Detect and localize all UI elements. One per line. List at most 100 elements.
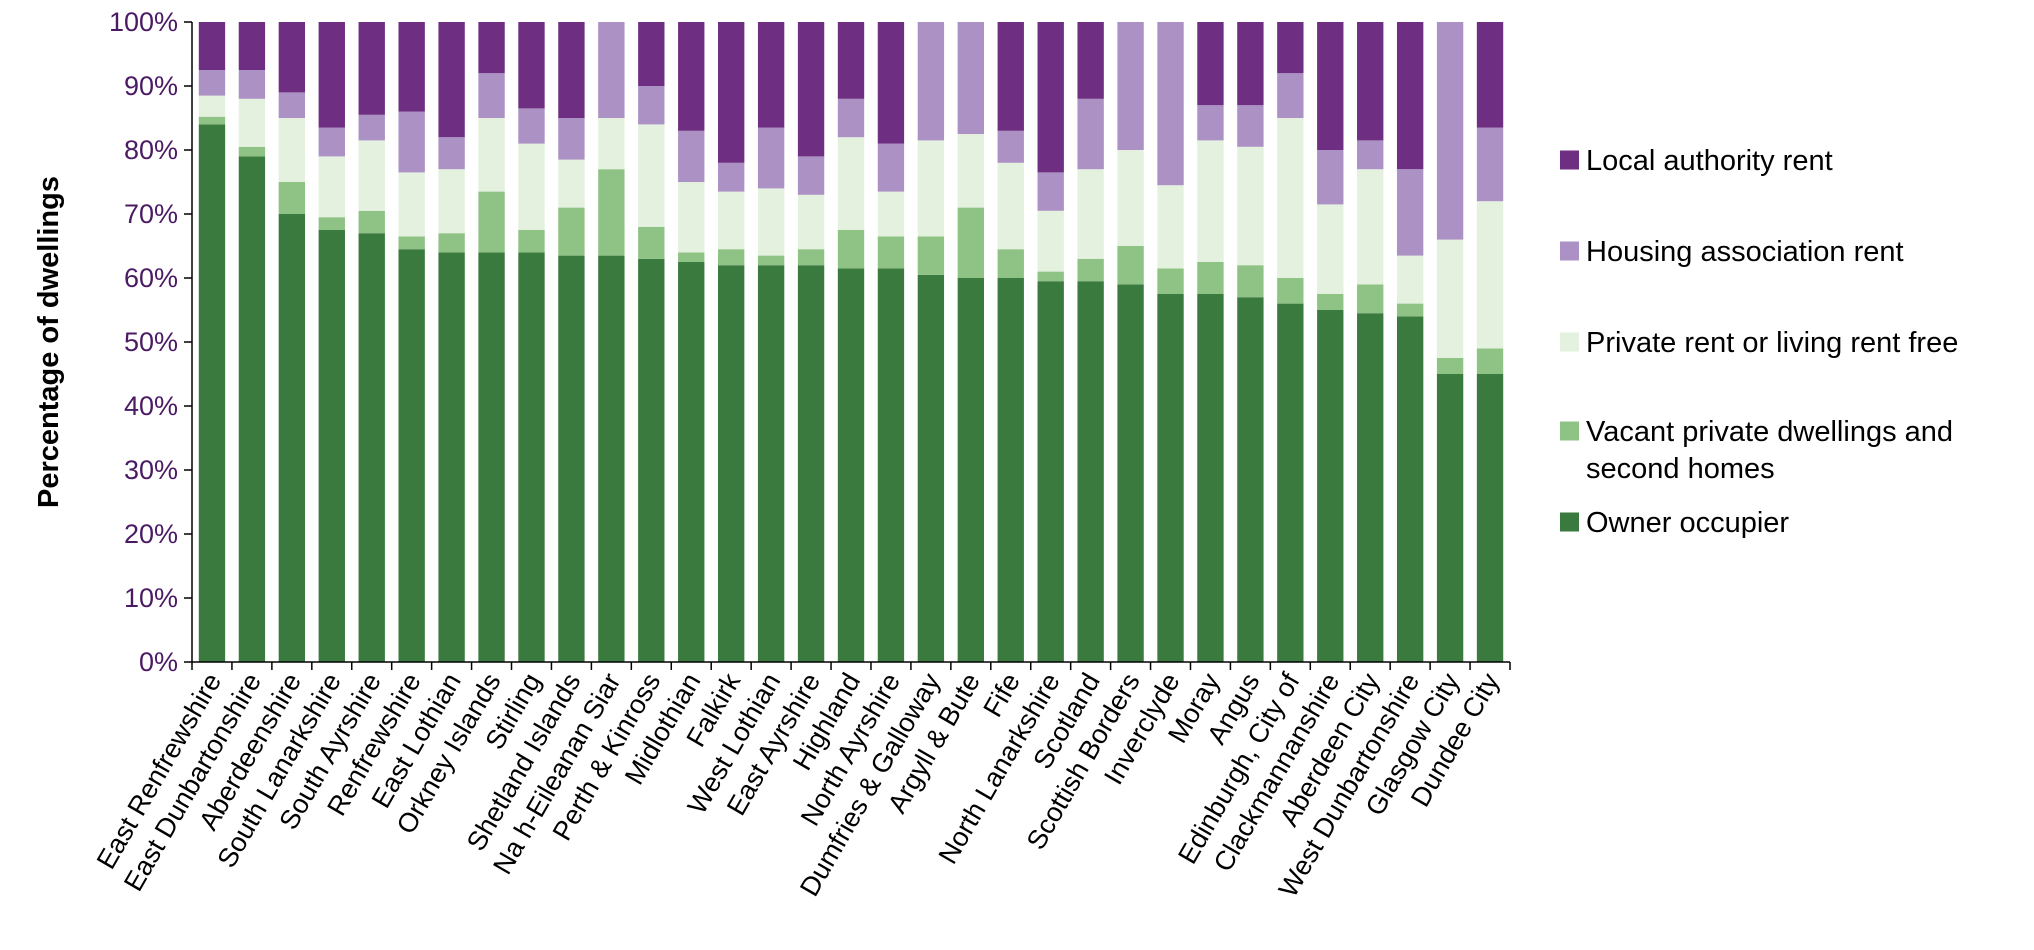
legend-label-vacant-private-dwellings-and-second-homes: Vacant private dwellings and second homes xyxy=(1586,416,1953,485)
bar-housing-association-rent-scottish-borders xyxy=(1117,22,1144,150)
bar-local-authority-rent-scotland xyxy=(1077,22,1104,99)
y-tick-label: 0% xyxy=(139,647,178,677)
bar-private-rent-or-living-rent-free-moray xyxy=(1197,140,1224,262)
y-tick-label: 70% xyxy=(124,199,178,229)
bar-local-authority-rent-east-lothian xyxy=(438,22,465,138)
bar-vacant-private-dwellings-and-second-homes-west-lothian xyxy=(757,255,785,266)
bar-private-rent-or-living-rent-free-edinburgh-city-of xyxy=(1277,118,1304,278)
bar-housing-association-rent-dumfries-galloway xyxy=(917,22,945,141)
bar-housing-association-rent-north-lanarkshire xyxy=(1037,172,1064,211)
bar-vacant-private-dwellings-and-second-homes-stirling xyxy=(518,230,545,253)
y-tick-label: 60% xyxy=(124,263,178,293)
bar-local-authority-rent-angus xyxy=(1237,22,1264,106)
bar-local-authority-rent-highland xyxy=(837,22,865,99)
bar-vacant-private-dwellings-and-second-homes-argyll-bute xyxy=(957,207,984,278)
bar-housing-association-rent-east-ayrshire xyxy=(797,156,825,195)
plot-area xyxy=(198,22,1504,662)
bar-local-authority-rent-falkirk xyxy=(718,22,745,163)
bar-vacant-private-dwellings-and-second-homes-north-lanarkshire xyxy=(1037,271,1064,282)
bar-housing-association-rent-clackmannanshire xyxy=(1317,150,1344,205)
bar-vacant-private-dwellings-and-second-homes-perth-kinross xyxy=(638,226,665,259)
legend: Local authority rent Housing association … xyxy=(1560,145,1958,539)
bar-owner-occupier-falkirk xyxy=(718,265,745,662)
legend-label-private-rent-or-living-rent-free: Private rent or living rent free xyxy=(1586,327,1958,359)
bar-housing-association-rent-south-ayrshire xyxy=(358,114,385,141)
bar-local-authority-rent-aberdeenshire xyxy=(278,22,306,93)
bar-housing-association-rent-dundee-city xyxy=(1476,127,1504,202)
bar-owner-occupier-east-lothian xyxy=(438,252,465,662)
bar-owner-occupier-north-lanarkshire xyxy=(1037,281,1064,662)
bar-housing-association-rent-east-renfrewshire xyxy=(198,70,226,96)
bar-private-rent-or-living-rent-free-clackmannanshire xyxy=(1317,204,1344,294)
bar-local-authority-rent-west-lothian xyxy=(757,22,785,128)
bar-private-rent-or-living-rent-free-highland xyxy=(837,137,865,230)
y-tick-label: 10% xyxy=(124,583,178,613)
bar-private-rent-or-living-rent-free-north-lanarkshire xyxy=(1037,210,1064,272)
bar-owner-occupier-clackmannanshire xyxy=(1317,310,1344,662)
bar-local-authority-rent-edinburgh-city-of xyxy=(1277,22,1304,74)
legend-label-housing-association-rent: Housing association rent xyxy=(1586,236,1904,268)
legend-swatch-owner-occupier xyxy=(1560,512,1579,532)
y-axis-title: Percentage of dwellings xyxy=(33,176,65,508)
bar-housing-association-rent-perth-kinross xyxy=(638,86,665,125)
bar-vacant-private-dwellings-and-second-homes-glasgow-city xyxy=(1436,358,1464,374)
bar-private-rent-or-living-rent-free-aberdeenshire xyxy=(278,118,306,182)
bar-owner-occupier-renfrewshire xyxy=(398,249,425,662)
legend-label-owner-occupier: Owner occupier xyxy=(1586,507,1789,539)
bar-housing-association-rent-angus xyxy=(1237,105,1264,147)
bar-owner-occupier-glasgow-city xyxy=(1436,374,1464,662)
bar-owner-occupier-angus xyxy=(1237,297,1264,662)
bar-housing-association-rent-orkney-islands xyxy=(478,73,505,118)
bar-private-rent-or-living-rent-free-west-lothian xyxy=(757,188,785,256)
bar-owner-occupier-fife xyxy=(997,278,1024,662)
bar-housing-association-rent-stirling xyxy=(518,108,545,144)
bar-local-authority-rent-moray xyxy=(1197,22,1224,106)
bar-housing-association-rent-renfrewshire xyxy=(398,111,425,173)
bar-private-rent-or-living-rent-free-midlothian xyxy=(678,182,705,253)
bar-private-rent-or-living-rent-free-glasgow-city xyxy=(1436,239,1464,358)
bar-owner-occupier-dundee-city xyxy=(1476,374,1504,662)
bar-owner-occupier-perth-kinross xyxy=(638,258,665,662)
bar-vacant-private-dwellings-and-second-homes-south-lanarkshire xyxy=(318,217,345,230)
bar-housing-association-rent-west-dunbartonshire xyxy=(1396,169,1424,256)
y-tick-label: 20% xyxy=(124,519,178,549)
bar-housing-association-rent-moray xyxy=(1197,105,1224,141)
bar-private-rent-or-living-rent-free-dundee-city xyxy=(1476,201,1504,349)
bar-private-rent-or-living-rent-free-perth-kinross xyxy=(638,124,665,227)
bar-private-rent-or-living-rent-free-east-lothian xyxy=(438,169,465,234)
bar-private-rent-or-living-rent-free-falkirk xyxy=(718,191,745,250)
bar-local-authority-rent-stirling xyxy=(518,22,545,109)
bar-private-rent-or-living-rent-free-stirling xyxy=(518,143,545,230)
bar-housing-association-rent-highland xyxy=(837,98,865,138)
bar-owner-occupier-midlothian xyxy=(678,262,705,662)
bar-private-rent-or-living-rent-free-renfrewshire xyxy=(398,172,425,237)
bar-private-rent-or-living-rent-free-east-dunbartonshire xyxy=(238,98,266,147)
y-tick-label: 50% xyxy=(124,327,178,357)
y-tick-label: 90% xyxy=(124,71,178,101)
bar-owner-occupier-scotland xyxy=(1077,281,1104,662)
bar-owner-occupier-orkney-islands xyxy=(478,252,505,662)
bar-local-authority-rent-aberdeen-city xyxy=(1357,22,1384,141)
bar-owner-occupier-scottish-borders xyxy=(1117,284,1144,662)
bar-local-authority-rent-orkney-islands xyxy=(478,22,505,74)
bar-owner-occupier-dumfries-galloway xyxy=(917,274,945,662)
bar-housing-association-rent-argyll-bute xyxy=(957,22,984,134)
bar-housing-association-rent-edinburgh-city-of xyxy=(1277,73,1304,118)
bar-owner-occupier-moray xyxy=(1197,294,1224,662)
bar-vacant-private-dwellings-and-second-homes-aberdeenshire xyxy=(278,182,306,214)
legend-swatch-housing-association-rent xyxy=(1560,241,1579,261)
bar-housing-association-rent-west-lothian xyxy=(757,127,785,189)
bar-private-rent-or-living-rent-free-angus xyxy=(1237,146,1264,266)
bar-vacant-private-dwellings-and-second-homes-falkirk xyxy=(718,249,745,266)
bar-private-rent-or-living-rent-free-aberdeen-city xyxy=(1357,169,1384,285)
bar-vacant-private-dwellings-and-second-homes-na-h-eileanan-siar xyxy=(598,169,625,256)
legend-swatch-local-authority-rent xyxy=(1560,150,1579,170)
bar-private-rent-or-living-rent-free-fife xyxy=(997,162,1024,250)
bar-private-rent-or-living-rent-free-east-ayrshire xyxy=(797,194,825,250)
bar-housing-association-rent-south-lanarkshire xyxy=(318,127,345,157)
bar-private-rent-or-living-rent-free-north-ayrshire xyxy=(877,191,905,237)
bar-private-rent-or-living-rent-free-argyll-bute xyxy=(957,134,984,208)
bar-owner-occupier-west-lothian xyxy=(757,265,785,662)
bar-housing-association-rent-na-h-eileanan-siar xyxy=(598,22,625,118)
